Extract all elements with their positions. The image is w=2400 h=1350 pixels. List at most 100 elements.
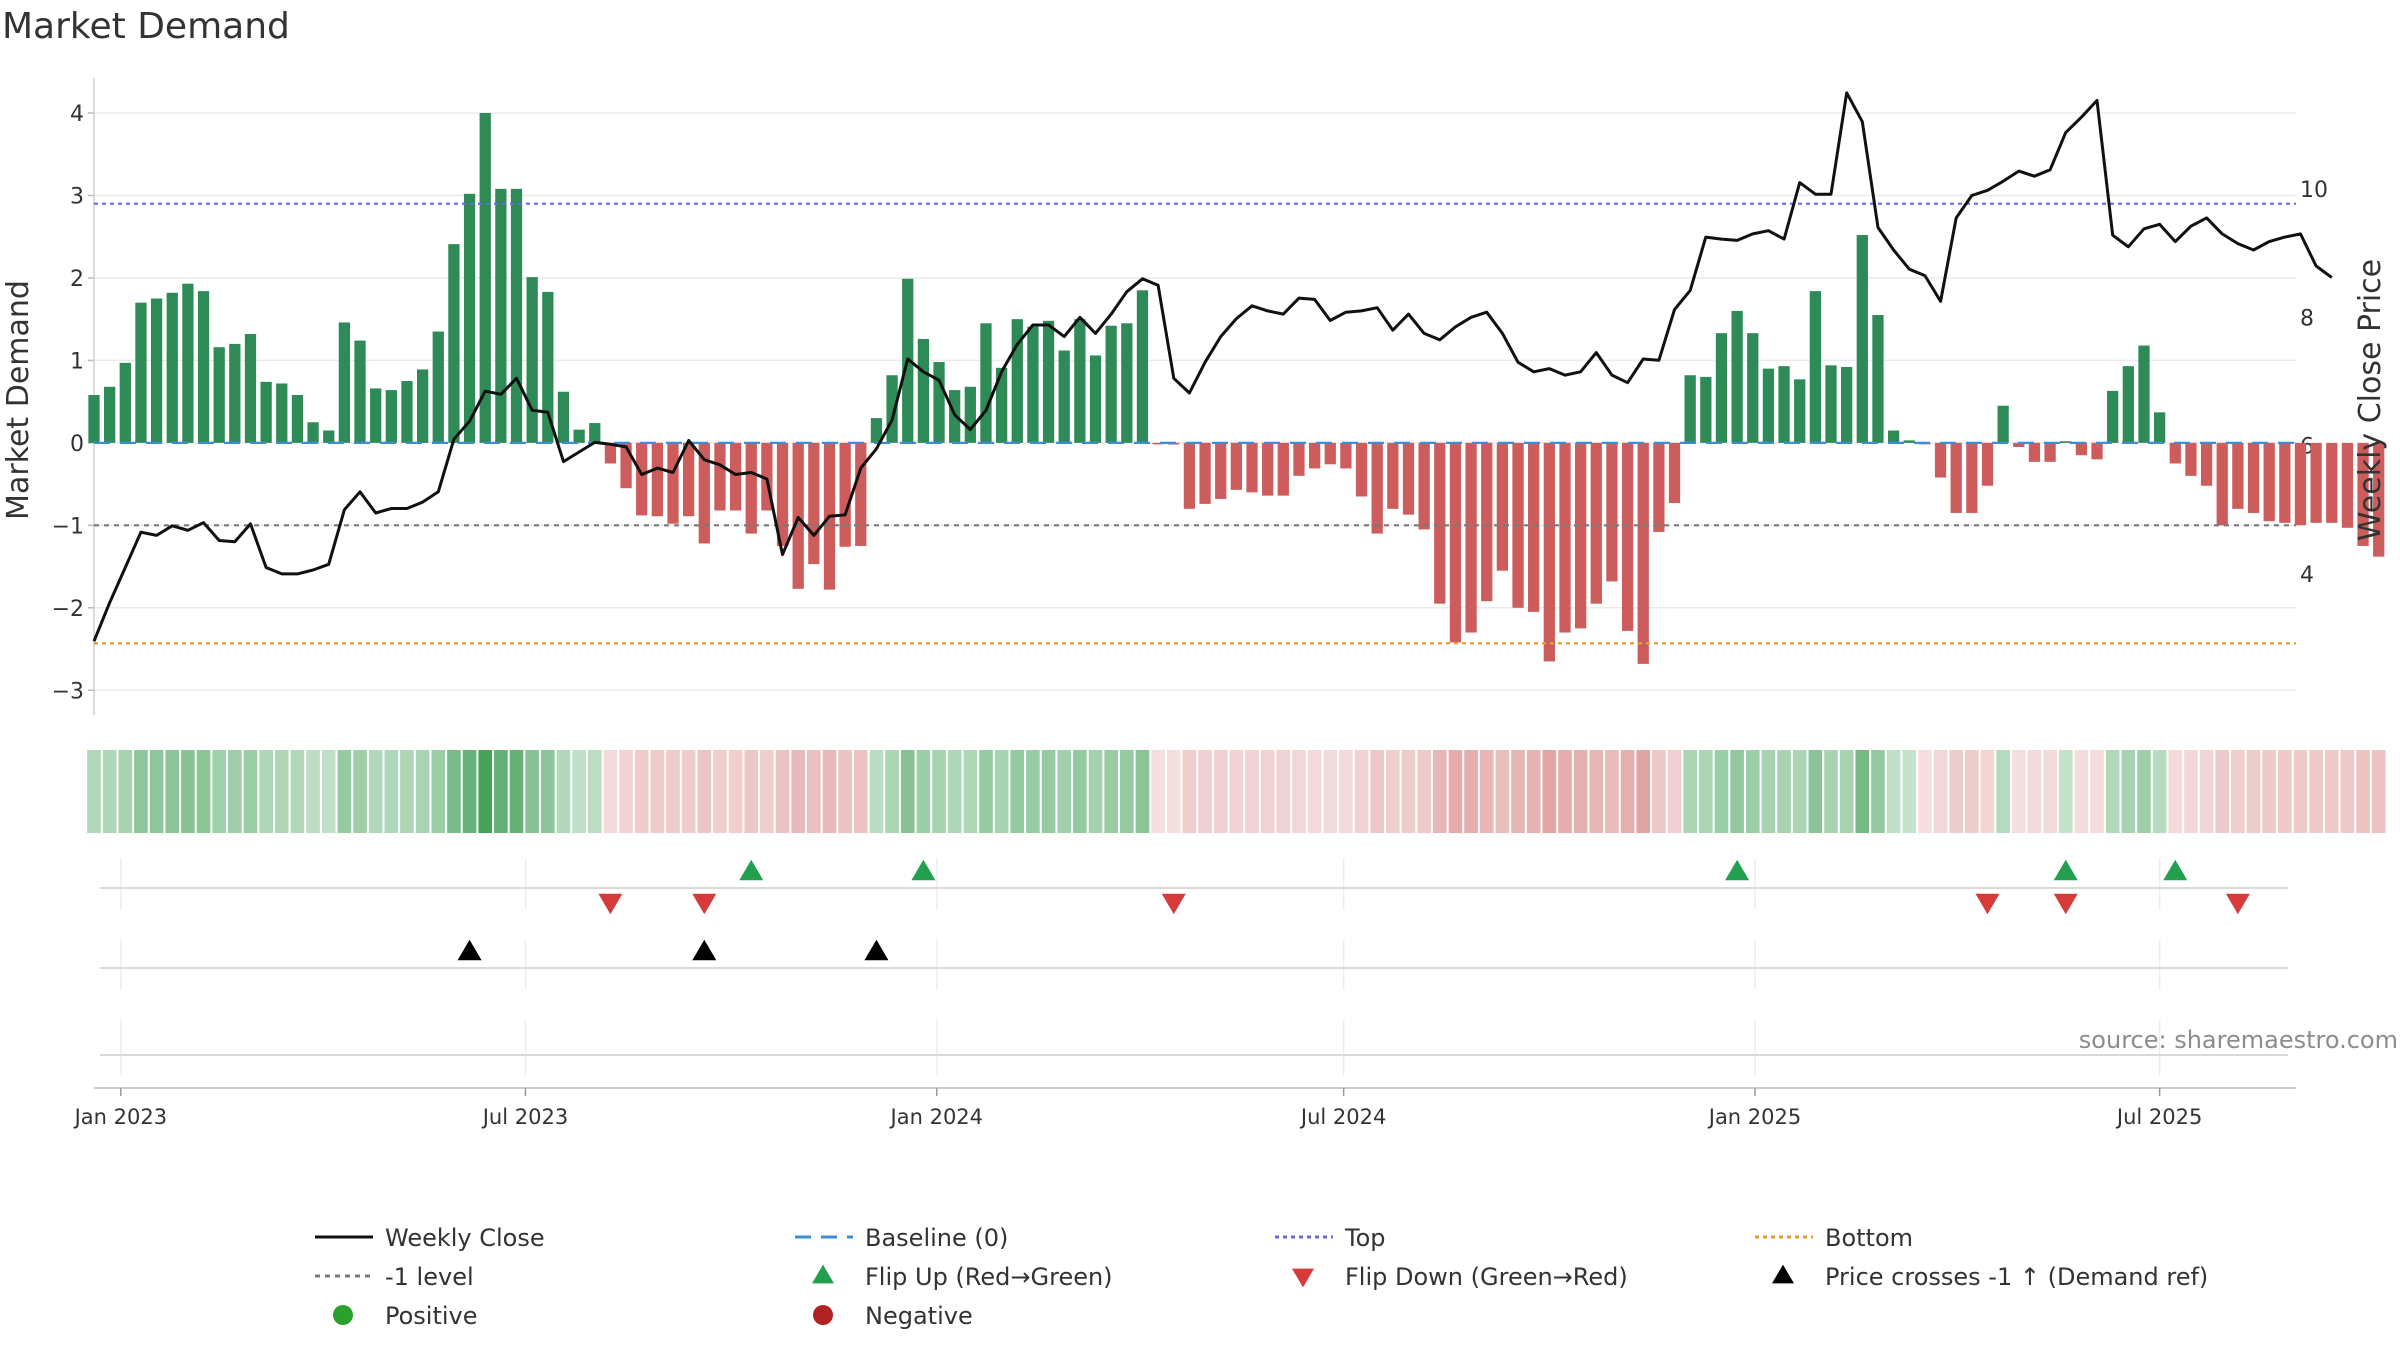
heat-cell bbox=[1464, 750, 1478, 833]
heat-cell bbox=[87, 750, 101, 833]
heat-cell bbox=[290, 750, 305, 833]
heat-cell bbox=[540, 750, 555, 833]
demand-bar bbox=[1653, 442, 1665, 532]
demand-bar bbox=[2247, 442, 2260, 513]
demand-bar bbox=[150, 298, 163, 443]
heat-cell bbox=[697, 750, 712, 833]
heat-cell bbox=[1949, 750, 1964, 833]
heat-cell bbox=[1855, 750, 1870, 833]
legend-label: Positive bbox=[385, 1302, 478, 1330]
demand-bar bbox=[1105, 325, 1117, 443]
heat-cell bbox=[2011, 750, 2026, 833]
y-tick-label: 0 bbox=[70, 432, 84, 457]
demand-bar bbox=[1042, 320, 1055, 443]
demand-bar bbox=[1183, 442, 1196, 509]
legend-label: Flip Up (Red→Green) bbox=[865, 1263, 1113, 1291]
demand-bar bbox=[323, 430, 335, 443]
heat-cell bbox=[1307, 750, 1322, 833]
heat-cell bbox=[1980, 750, 1995, 833]
heat-cell bbox=[947, 750, 962, 833]
heat-cell bbox=[1824, 750, 1838, 833]
demand-bar bbox=[182, 283, 194, 443]
heat-cell bbox=[1479, 750, 1494, 833]
weekly-close-line bbox=[92, 91, 2333, 642]
heat-cell bbox=[1088, 750, 1103, 833]
heat-cell bbox=[916, 750, 931, 833]
demand-bar bbox=[1715, 333, 1728, 443]
heat-cell bbox=[1605, 750, 1619, 833]
demand-bar bbox=[2373, 442, 2385, 557]
demand-bar bbox=[495, 188, 507, 443]
demand-bar bbox=[1950, 442, 1962, 513]
demand-bar bbox=[2044, 442, 2056, 462]
demand-bars bbox=[88, 112, 2385, 664]
heat-cell bbox=[822, 750, 837, 833]
heat-cell bbox=[1761, 750, 1776, 833]
demand-bar bbox=[1621, 442, 1634, 631]
heat-cell bbox=[243, 750, 258, 833]
demand-bar bbox=[1684, 375, 1696, 443]
demand-bar bbox=[1543, 442, 1555, 662]
heat-cell bbox=[1511, 750, 1525, 833]
heat-cell bbox=[1902, 750, 1917, 833]
demand-bar bbox=[1058, 350, 1070, 443]
legend-label: Top bbox=[1344, 1224, 1386, 1252]
heat-cell bbox=[1714, 750, 1729, 833]
reference-lines bbox=[94, 202, 2296, 645]
heat-cell bbox=[619, 750, 633, 833]
demand-bar bbox=[354, 340, 366, 443]
heat-cell bbox=[2356, 750, 2370, 833]
demand-bar bbox=[1387, 442, 1399, 509]
heat-cell bbox=[462, 750, 477, 833]
demand-bar bbox=[1449, 442, 1462, 643]
demand-bar bbox=[1136, 290, 1149, 443]
demand-bar bbox=[2169, 442, 2181, 464]
demand-bar bbox=[276, 383, 288, 443]
demand-bar bbox=[698, 442, 710, 544]
heat-cell bbox=[760, 750, 774, 833]
demand-bar bbox=[792, 442, 804, 589]
demand-bar bbox=[1152, 442, 1164, 445]
y2-tick-label: 10 bbox=[2300, 178, 2328, 203]
flip-down-marker bbox=[598, 893, 623, 915]
heat-cell bbox=[1323, 750, 1338, 833]
flip-down-marker bbox=[1161, 893, 1186, 915]
demand-bar bbox=[1934, 442, 1947, 478]
demand-bar bbox=[197, 291, 210, 443]
heat-cell bbox=[2184, 750, 2198, 833]
heat-cell bbox=[212, 750, 227, 833]
demand-bar bbox=[307, 422, 319, 443]
demand-bar bbox=[855, 442, 867, 546]
demand-bar bbox=[2232, 442, 2244, 509]
heat-cell bbox=[1792, 750, 1807, 833]
demand-bar bbox=[2122, 366, 2134, 443]
heat-cell bbox=[556, 750, 571, 833]
demand-bar bbox=[1856, 235, 1868, 443]
demand-bar bbox=[213, 347, 225, 443]
demand-bar bbox=[244, 334, 257, 443]
weekly-close-series bbox=[92, 91, 2333, 642]
heat-cell bbox=[2168, 750, 2183, 833]
demand-bar bbox=[1355, 442, 1368, 497]
heat-cell bbox=[306, 750, 320, 833]
heat-cell bbox=[869, 750, 884, 833]
demand-bar bbox=[2091, 442, 2103, 460]
demand-bar bbox=[1559, 442, 1571, 633]
demand-bar bbox=[1668, 442, 1681, 504]
heat-cell bbox=[1041, 750, 1056, 833]
heat-cell bbox=[791, 750, 806, 833]
heat-cell bbox=[1354, 750, 1369, 833]
demand-bar bbox=[2341, 442, 2354, 528]
heat-cell bbox=[2231, 750, 2245, 833]
heat-cell bbox=[1182, 750, 1197, 833]
demand-bar bbox=[1903, 440, 1915, 443]
y-tick-label: −1 bbox=[52, 514, 84, 539]
demand-bar bbox=[1637, 442, 1649, 664]
demand-bar bbox=[2138, 345, 2150, 443]
heat-cell bbox=[2027, 750, 2042, 833]
demand-bar bbox=[2310, 442, 2322, 523]
heat-cell bbox=[2074, 750, 2089, 833]
legend-item: Price crosses -1 ↑ (Demand ref) bbox=[1772, 1263, 2208, 1291]
x-tick-label: Jan 2024 bbox=[889, 1105, 984, 1129]
